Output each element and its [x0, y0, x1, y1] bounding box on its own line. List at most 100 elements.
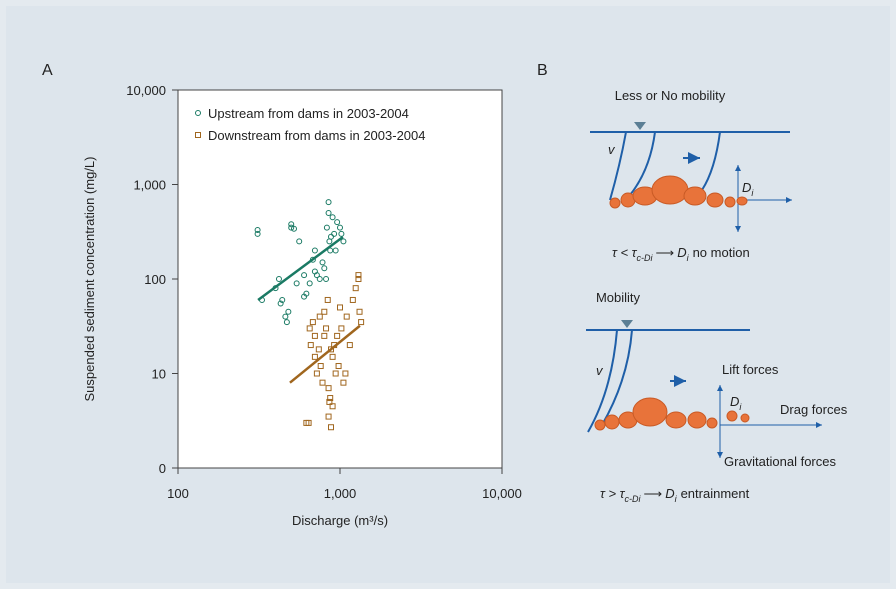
legend-label: Downstream from dams in 2003-2004: [208, 128, 426, 143]
data-point: [317, 363, 324, 370]
legend-label: Upstream from dams in 2003-2004: [208, 106, 409, 121]
data-point: [319, 379, 326, 386]
equation-part: i: [687, 253, 690, 263]
data-point: [325, 385, 332, 392]
data-point: [288, 221, 295, 228]
data-point: [325, 413, 332, 420]
grain-subscript: i: [751, 188, 754, 198]
diagram-title: Less or No mobility: [615, 88, 726, 103]
data-point: [283, 319, 290, 326]
data-point: [358, 319, 365, 326]
data-point: [346, 342, 353, 349]
data-point: [285, 308, 292, 315]
equation: τ < τc-Di ⟶ Di no motion: [612, 245, 750, 263]
velocity-profile: [601, 329, 633, 426]
data-point: [305, 419, 312, 426]
equation-part: i: [675, 494, 678, 504]
data-point: [355, 272, 362, 279]
data-point: [329, 214, 336, 221]
data-point: [279, 296, 286, 303]
sediment: [594, 397, 750, 431]
data-point: [321, 332, 328, 339]
grain-label: D: [742, 180, 751, 195]
data-point: [288, 224, 295, 231]
data-point: [356, 308, 363, 315]
velocity-profile: [609, 131, 627, 201]
diagram-title: Mobility: [596, 290, 641, 305]
data-point: [254, 227, 261, 234]
data-point: [331, 230, 338, 237]
force-label: Drag forces: [780, 402, 848, 417]
panel-label: B: [537, 62, 548, 79]
equation-part: τ < τ: [612, 245, 638, 260]
grain-subscript: i: [739, 402, 742, 412]
equation-part: D: [665, 486, 674, 501]
data-point: [343, 313, 350, 320]
data-point: [307, 342, 314, 349]
trend-line: [257, 236, 344, 301]
grain-label: D: [730, 394, 739, 409]
data-point: [326, 398, 333, 405]
equation-part: c-Di: [637, 253, 654, 263]
data-point: [316, 276, 323, 282]
velocity-label: v: [608, 142, 616, 157]
data-point: [290, 225, 297, 232]
data-point: [301, 272, 308, 279]
data-point: [311, 332, 318, 339]
data-point: [323, 276, 330, 282]
data-point: [338, 325, 345, 332]
velocity-label: v: [596, 363, 604, 378]
plot-area: [177, 89, 503, 469]
data-point: [325, 209, 332, 216]
data-point: [329, 403, 336, 410]
x-tick-label: 1,000: [324, 486, 357, 501]
data-point: [327, 395, 334, 402]
data-point: [332, 370, 339, 377]
data-point: [337, 224, 343, 231]
data-point: [332, 247, 339, 254]
data-point: [309, 319, 316, 326]
data-point: [323, 224, 330, 231]
data-point: [323, 325, 330, 332]
diagram-top: Less or No mobility v Di τ < τc-Di ⟶ Di no …: [590, 88, 792, 263]
grain-label: Di: [742, 180, 754, 198]
data-point: [321, 308, 328, 315]
velocity-profile: [701, 131, 721, 191]
equation-part: τ > τ: [600, 486, 626, 501]
data-point: [313, 370, 320, 377]
sediment: [609, 175, 748, 209]
panel-label: A: [42, 62, 53, 79]
data-point: [334, 332, 341, 339]
grain-label: Di: [730, 394, 742, 412]
data-point: [275, 276, 282, 282]
data-point: [319, 259, 326, 266]
data-point: [306, 325, 313, 332]
water-marker: [621, 320, 633, 328]
data-point: [316, 313, 323, 320]
diagram-bottom: Mobility v Di Lift forces Drag forces Gr…: [586, 290, 848, 504]
data-point: [337, 304, 343, 311]
data-point: [311, 247, 318, 254]
water-marker: [634, 122, 646, 130]
data-point: [329, 353, 336, 360]
data-point: [321, 265, 328, 272]
data-point: [335, 363, 342, 370]
y-tick-label: 10: [152, 367, 166, 382]
y-axis-label: Suspended sediment concentration (mg/L): [82, 157, 97, 402]
velocity-profile: [587, 329, 618, 433]
velocity-profile: [629, 131, 656, 196]
data-point: [296, 238, 303, 245]
data-point: [342, 370, 349, 377]
y-tick-label: 1,000: [133, 178, 166, 193]
data-point: [282, 313, 289, 320]
legend-marker: [195, 132, 201, 138]
equation: τ > τc-Di ⟶ Di entrainment: [600, 486, 750, 504]
force-label: Lift forces: [722, 362, 779, 377]
equation-part: ⟶: [644, 486, 663, 501]
data-point: [277, 300, 284, 307]
chart: 100 1,000 10,000 0 10 100 1,000 10,000 Upstream …: [126, 83, 522, 501]
equation-part: c-Di: [625, 494, 642, 504]
equation-part: ⟶: [656, 245, 675, 260]
data-point: [254, 230, 261, 237]
data-point: [324, 296, 331, 303]
